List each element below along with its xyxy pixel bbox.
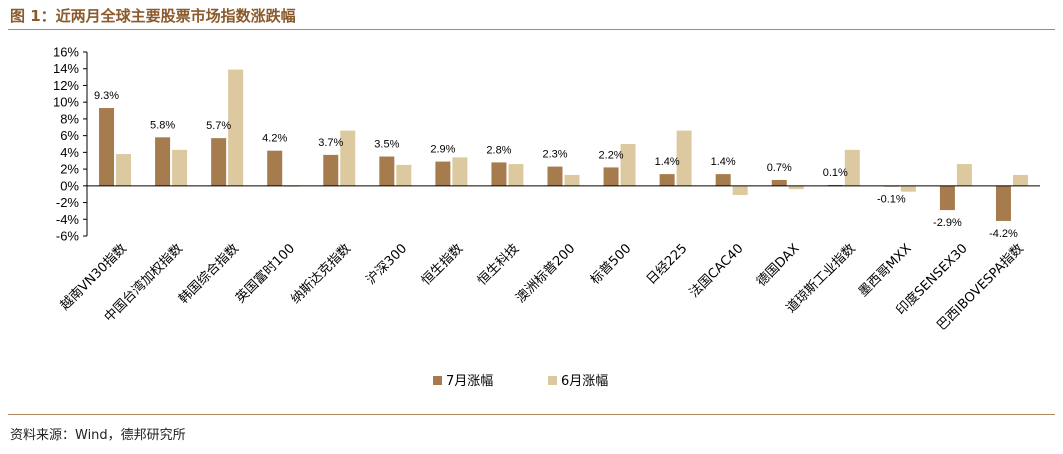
bar-jun <box>396 164 412 186</box>
figure-title: 图 1：近两月全球主要股票市场指数涨跌幅 <box>10 7 296 25</box>
data-label: 1.4% <box>711 156 736 168</box>
bar-jul <box>771 179 787 186</box>
bar-jun <box>620 144 636 186</box>
bar-jun <box>732 185 748 196</box>
bar-jul <box>155 137 171 186</box>
category-label: 恒生指数 <box>419 241 466 288</box>
data-label: -4.2% <box>989 228 1018 240</box>
bar-jul <box>939 185 955 211</box>
data-label: 2.8% <box>486 144 511 156</box>
legend-label: 6月涨幅 <box>561 374 608 389</box>
bar-jun <box>172 149 188 186</box>
bar-jul <box>99 108 115 186</box>
bar-jun <box>1012 174 1028 186</box>
legend-label: 7月涨幅 <box>446 374 493 389</box>
y-tick-label: 10% <box>53 95 79 110</box>
data-label: 2.9% <box>430 144 455 156</box>
bar-jul <box>379 156 395 186</box>
bar-jul <box>211 138 227 186</box>
source-rule <box>8 414 1055 415</box>
data-label: 3.7% <box>318 137 343 149</box>
bar-jun <box>116 154 132 186</box>
bar-jul <box>435 161 451 186</box>
bar-jul <box>995 185 1011 221</box>
bar-jun <box>676 130 692 186</box>
bar-jun <box>564 174 580 186</box>
data-label: 1.4% <box>655 156 680 168</box>
y-tick-label: -2% <box>56 195 80 210</box>
y-tick-label: 8% <box>60 111 79 126</box>
data-label: 3.5% <box>374 139 399 151</box>
data-label: 5.8% <box>150 119 175 131</box>
bar-jun <box>844 149 860 186</box>
category-label: 韩国综合指数 <box>176 241 242 307</box>
y-tick-label: 0% <box>60 178 79 193</box>
bar-jun <box>900 185 916 192</box>
category-label: 纳斯达克指数 <box>288 241 354 307</box>
bar-jul <box>715 174 731 186</box>
data-label: 4.2% <box>262 133 287 145</box>
data-label: 0.1% <box>823 167 848 179</box>
bar-jun <box>452 157 468 186</box>
data-label: 9.3% <box>94 90 119 102</box>
data-label: 5.7% <box>206 120 231 132</box>
legend-swatch <box>433 376 442 385</box>
bar-jun <box>508 164 524 186</box>
category-label: 法国CAC40 <box>687 241 747 301</box>
bar-jun <box>956 164 972 186</box>
data-label: 2.2% <box>599 149 624 161</box>
y-tick-label: -6% <box>56 229 80 244</box>
legend-swatch <box>548 376 557 385</box>
bar-jun <box>788 185 804 190</box>
category-label: 德国DAX <box>754 241 803 290</box>
category-label: 澳洲标普200 <box>513 241 579 307</box>
bar-chart: -6% -4% -2% 0%2% 4% 6% 8%10% 12% 14%16% 9.3% 5.8% 5… <box>53 45 1040 389</box>
category-label: 恒生科技 <box>475 241 522 288</box>
y-tick-label: 12% <box>53 78 79 93</box>
y-tick-label: 4% <box>60 145 79 160</box>
category-label: 日经225 <box>644 241 691 288</box>
bar-jul <box>491 162 507 186</box>
category-label: 沪深300 <box>363 241 410 288</box>
data-label: -2.9% <box>933 217 962 229</box>
bar-jul <box>659 174 675 186</box>
y-tick-label: 14% <box>53 61 79 76</box>
category-label: 标普500 <box>588 241 635 288</box>
category-label: 墨西哥MXX <box>856 241 915 300</box>
source-note: 资料来源：Wind，德邦研究所 <box>10 428 186 443</box>
data-label: 0.7% <box>767 162 792 174</box>
bar-jun <box>340 130 356 186</box>
bar-jul <box>267 150 283 186</box>
bar-jul <box>323 154 339 186</box>
bar-jul <box>547 166 563 186</box>
y-tick-label: 16% <box>53 45 79 60</box>
y-tick-label: 6% <box>60 128 79 143</box>
bar-jun <box>228 69 244 186</box>
bar-jul <box>603 167 619 186</box>
data-label: -0.1% <box>877 194 906 206</box>
y-tick-label: -4% <box>56 212 80 227</box>
y-tick-label: 2% <box>60 162 79 177</box>
title-rule <box>8 29 1055 30</box>
data-label: 2.3% <box>542 149 567 161</box>
